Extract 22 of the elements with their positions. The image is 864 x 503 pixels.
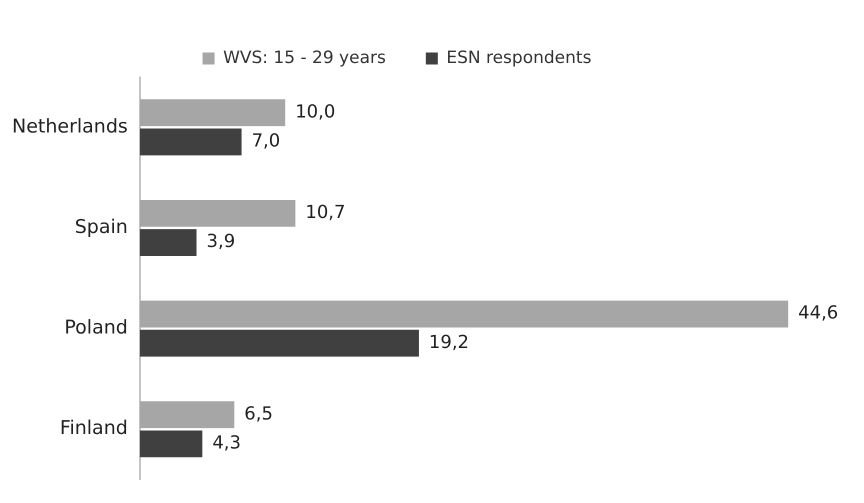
bar — [140, 430, 202, 458]
legend-label: WVS: 15 - 29 years — [223, 48, 386, 68]
bar — [140, 99, 286, 126]
bar — [140, 330, 419, 357]
bar — [140, 200, 296, 227]
bar — [140, 401, 234, 428]
data-label: 10,0 — [295, 101, 336, 122]
data-label: 7,0 — [252, 130, 280, 152]
data-label: 44,6 — [798, 302, 838, 324]
y-tick-label: Spain — [74, 216, 128, 238]
legend-label: ESN respondents — [446, 48, 592, 68]
bar — [140, 128, 242, 156]
data-label: 6,5 — [244, 403, 273, 424]
bar — [140, 300, 788, 328]
y-tick-label: Finland — [60, 417, 128, 440]
bar — [140, 229, 197, 256]
y-tick-label: Netherlands — [12, 115, 128, 138]
y-tick-label: Poland — [64, 316, 128, 339]
data-label: 10,7 — [305, 202, 346, 224]
data-label: 19,2 — [428, 332, 470, 353]
data-label: 3,9 — [206, 231, 236, 252]
data-label: 4,3 — [212, 432, 241, 454]
